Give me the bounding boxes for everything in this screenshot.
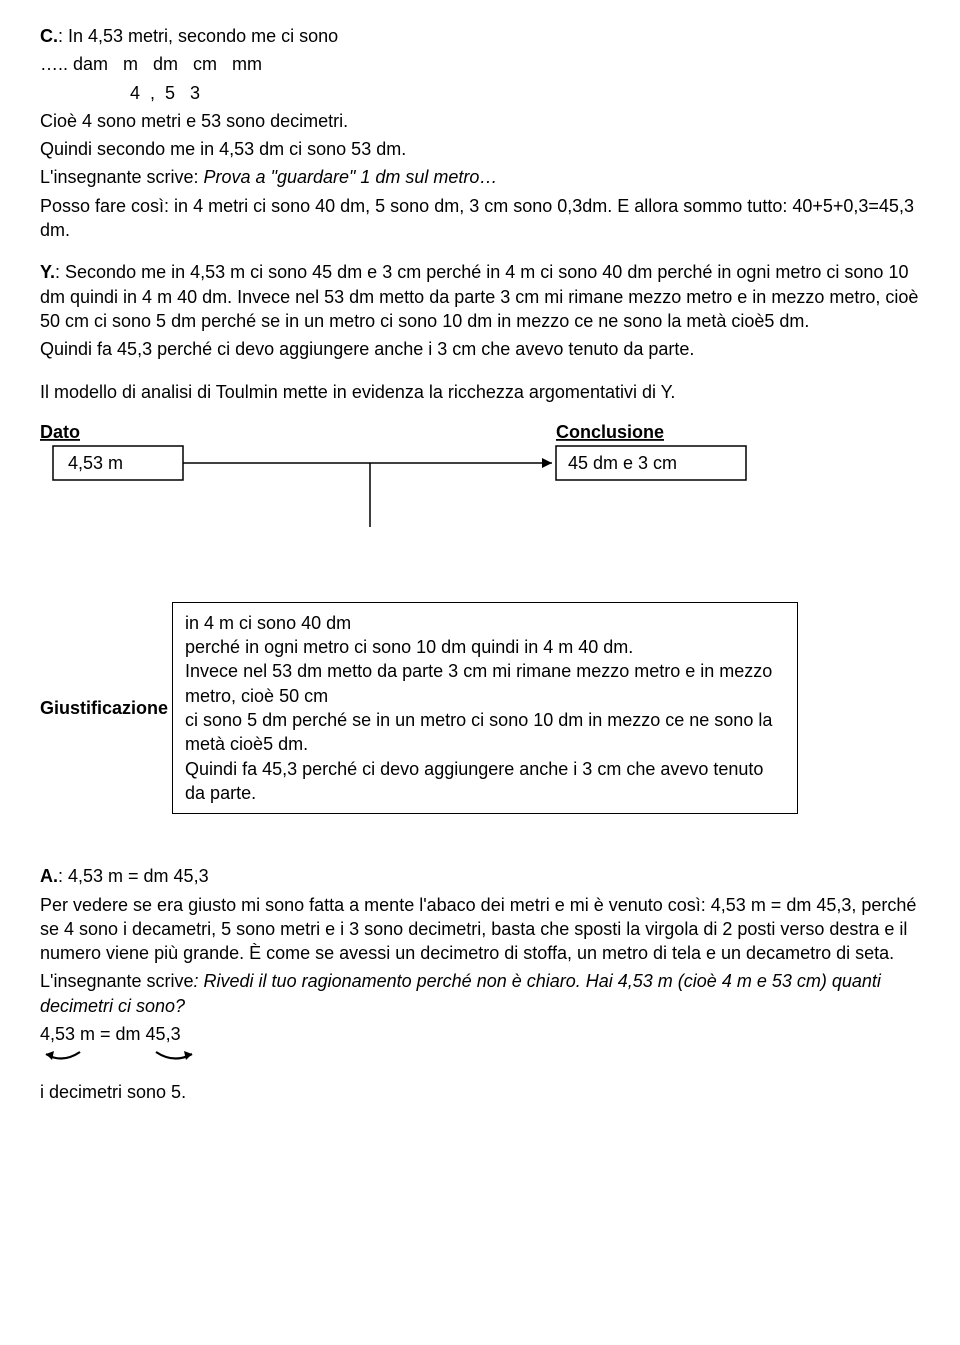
y-text: : Secondo me in 4,53 m ci sono 45 dm e 3… <box>40 262 918 331</box>
para-toulmin-intro: Il modello di analisi di Toulmin mette i… <box>40 380 920 404</box>
a-label: A. <box>40 866 58 886</box>
c-line5: Quindi secondo me in 4,53 dm ci sono 53 … <box>40 137 920 161</box>
teacher-text-1: Prova a "guardare" 1 dm sul metro… <box>199 167 498 187</box>
para-a-head: A.: 4,53 m = dm 45,3 <box>40 864 920 888</box>
dato-value: 4,53 m <box>68 453 123 473</box>
y-label: Y. <box>40 262 55 282</box>
arrowhead-icon <box>542 458 552 468</box>
teacher-prefix-2: L'insegnante scrive <box>40 971 194 991</box>
giust-line1: in 4 m ci sono 40 dm <box>185 611 785 635</box>
teacher-note-2: L'insegnante scrive: Rivedi il tuo ragio… <box>40 969 920 1018</box>
toulmin-diagram: Dato 4,53 m Conclusione 45 dm e 3 cm <box>40 422 920 532</box>
dato-label: Dato <box>40 422 80 442</box>
giustificazione-label: Giustificazione <box>40 696 168 720</box>
y-text2: Quindi fa 45,3 perché ci devo aggiungere… <box>40 337 920 361</box>
teacher-note-1: L'insegnante scrive: Prova a "guardare" … <box>40 165 920 189</box>
c-line1: : In 4,53 metri, secondo me ci sono <box>58 26 338 46</box>
giust-line3: Invece nel 53 dm metto da parte 3 cm mi … <box>185 659 785 708</box>
giustificazione-box: in 4 m ci sono 40 dm perché in ogni metr… <box>172 602 798 814</box>
para-c: C.: In 4,53 metri, secondo me ci sono <box>40 24 920 48</box>
conclusione-label: Conclusione <box>556 422 664 442</box>
giust-line4: ci sono 5 dm perché se in un metro ci so… <box>185 708 785 757</box>
giust-line2: perché in ogni metro ci sono 10 dm quind… <box>185 635 785 659</box>
a-eq2: 4,53 m = dm 45,3 <box>40 1022 920 1046</box>
c-label: C. <box>40 26 58 46</box>
c-line4: Cioè 4 sono metri e 53 sono decimetri. <box>40 109 920 133</box>
handdrawn-arrows <box>40 1048 260 1074</box>
c-line2: ….. dam m dm cm mm <box>40 52 920 76</box>
a-final: i decimetri sono 5. <box>40 1080 920 1104</box>
para-y: Y.: Secondo me in 4,53 m ci sono 45 dm e… <box>40 260 920 333</box>
giust-line5: Quindi fa 45,3 perché ci devo aggiungere… <box>185 757 785 806</box>
a-eq: : 4,53 m = dm 45,3 <box>58 866 209 886</box>
teacher-prefix-1: L'insegnante scrive: <box>40 167 199 187</box>
c-line3: 4 , 5 3 <box>40 81 920 105</box>
a-body: Per vedere se era giusto mi sono fatta a… <box>40 893 920 966</box>
c-posso: Posso fare così: in 4 metri ci sono 40 d… <box>40 194 920 243</box>
giustificazione-block: Giustificazione in 4 m ci sono 40 dm per… <box>40 602 920 814</box>
conclusione-value: 45 dm e 3 cm <box>568 453 677 473</box>
